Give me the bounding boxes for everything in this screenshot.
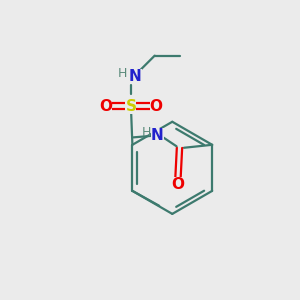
- Text: O: O: [99, 99, 112, 114]
- Text: H: H: [142, 126, 152, 140]
- Text: O: O: [150, 99, 163, 114]
- Text: S: S: [125, 99, 136, 114]
- Text: N: N: [129, 69, 142, 84]
- Text: H: H: [117, 67, 127, 80]
- Text: O: O: [172, 177, 184, 192]
- Text: N: N: [151, 128, 164, 143]
